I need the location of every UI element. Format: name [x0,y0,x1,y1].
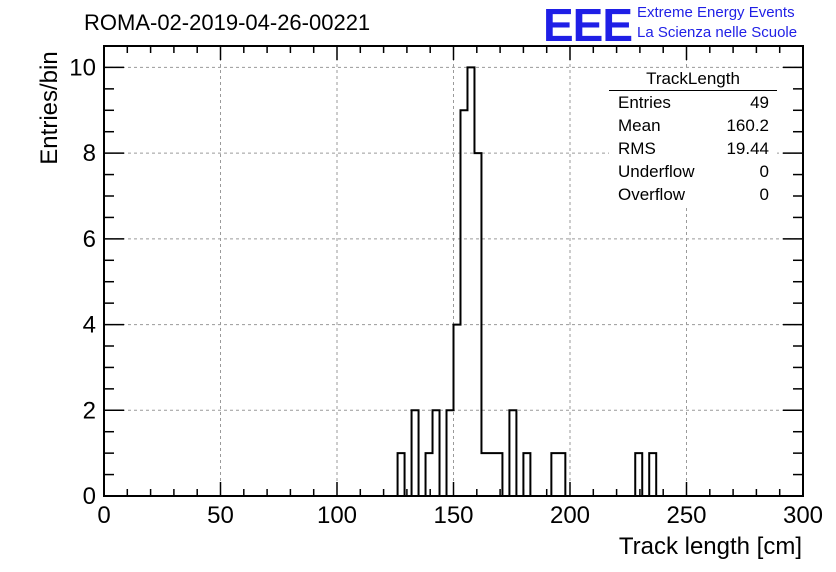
stats-label: Entries [618,93,671,112]
axis-ticks [103,45,804,497]
y-tick-label: 6 [83,226,96,253]
y-tick-label: 2 [83,397,96,424]
stats-value: 49 [750,93,769,112]
plot-title: ROMA-02-2019-04-26-00221 [84,10,371,35]
stats-label: Overflow [618,185,686,204]
stats-value: 0 [759,185,769,204]
x-tick-label: 250 [666,502,706,529]
stats-label: Underflow [618,162,695,181]
x-axis-label: Track length [cm] [618,533,802,560]
x-tick-label: 300 [783,502,823,529]
stats-value: 0 [759,162,769,181]
stats-row-entries: Entries 49 [609,91,777,114]
stats-box: TrackLength Entries 49 Mean 160.2 RMS 19… [609,68,777,206]
x-tick-label: 200 [550,502,590,529]
stats-row-overflow: Overflow 0 [609,183,777,206]
x-tick-label: 100 [317,502,357,529]
y-tick-label: 0 [83,483,96,510]
y-axis-label: Entries/bin [36,51,63,165]
stats-value: 160.2 [726,116,769,135]
x-tick-label: 0 [97,502,110,529]
eee-logo-line-1: Extreme Energy Events [637,4,795,21]
tick-labels: 0 50 100 150 200 250 300 0 2 4 6 8 10 [69,54,823,529]
y-tick-label: 8 [83,140,96,167]
y-tick-label: 10 [69,54,96,81]
x-tick-label: 50 [207,502,234,529]
stats-label: Mean [618,116,661,135]
x-tick-label: 150 [433,502,473,529]
stats-title: TrackLength [609,68,777,91]
stats-label: RMS [618,139,656,158]
stats-row-underflow: Underflow 0 [609,160,777,183]
stats-row-rms: RMS 19.44 [609,137,777,160]
eee-logo: EEE [543,0,633,51]
stats-value: 19.44 [726,139,769,158]
stats-row-mean: Mean 160.2 [609,114,777,137]
eee-logo-line-2: La Scienza nelle Scuole [637,24,798,41]
y-tick-label: 4 [83,312,96,339]
